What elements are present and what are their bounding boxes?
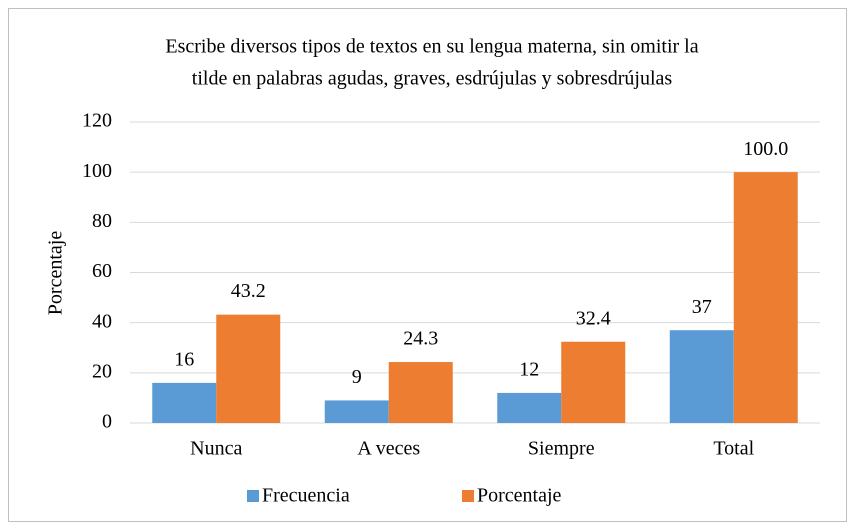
data-label: 16	[174, 348, 194, 370]
y-tick-label: 120	[82, 110, 112, 132]
x-tick-label: Total	[713, 438, 754, 460]
bar	[152, 382, 217, 423]
x-tick-label: Siempre	[528, 438, 595, 460]
bar	[216, 314, 281, 423]
legend-swatch	[247, 490, 259, 502]
y-tick-label: 60	[92, 260, 112, 282]
bar	[733, 172, 798, 423]
legend-label: Frecuencia	[262, 485, 350, 507]
y-tick-label: 0	[102, 411, 112, 433]
data-label: 12	[519, 358, 539, 380]
x-tick-label: Nunca	[190, 438, 242, 460]
data-label: 32.4	[576, 307, 611, 329]
y-tick-label: 100	[82, 160, 112, 182]
x-tick-label: A veces	[357, 438, 420, 460]
y-axis-label: Porcentaje	[45, 231, 67, 316]
bar	[561, 341, 626, 423]
chart-border	[8, 8, 847, 522]
bar	[669, 330, 734, 423]
y-tick-label: 40	[92, 310, 112, 332]
chart-title: Escribe diversos tipos de textos en su l…	[165, 36, 698, 58]
bar	[324, 400, 389, 423]
data-label: 100.0	[743, 138, 788, 160]
legend-swatch	[462, 490, 474, 502]
bar	[388, 362, 453, 423]
data-label: 37	[692, 296, 712, 318]
data-label: 9	[352, 366, 362, 388]
y-tick-label: 80	[92, 210, 112, 232]
data-label: 24.3	[403, 328, 438, 350]
legend-label: Porcentaje	[477, 485, 562, 507]
chart-title: tilde en palabras agudas, graves, esdrúj…	[192, 68, 673, 90]
y-tick-label: 20	[92, 360, 112, 382]
data-label: 43.2	[231, 280, 266, 302]
bar	[497, 392, 562, 423]
